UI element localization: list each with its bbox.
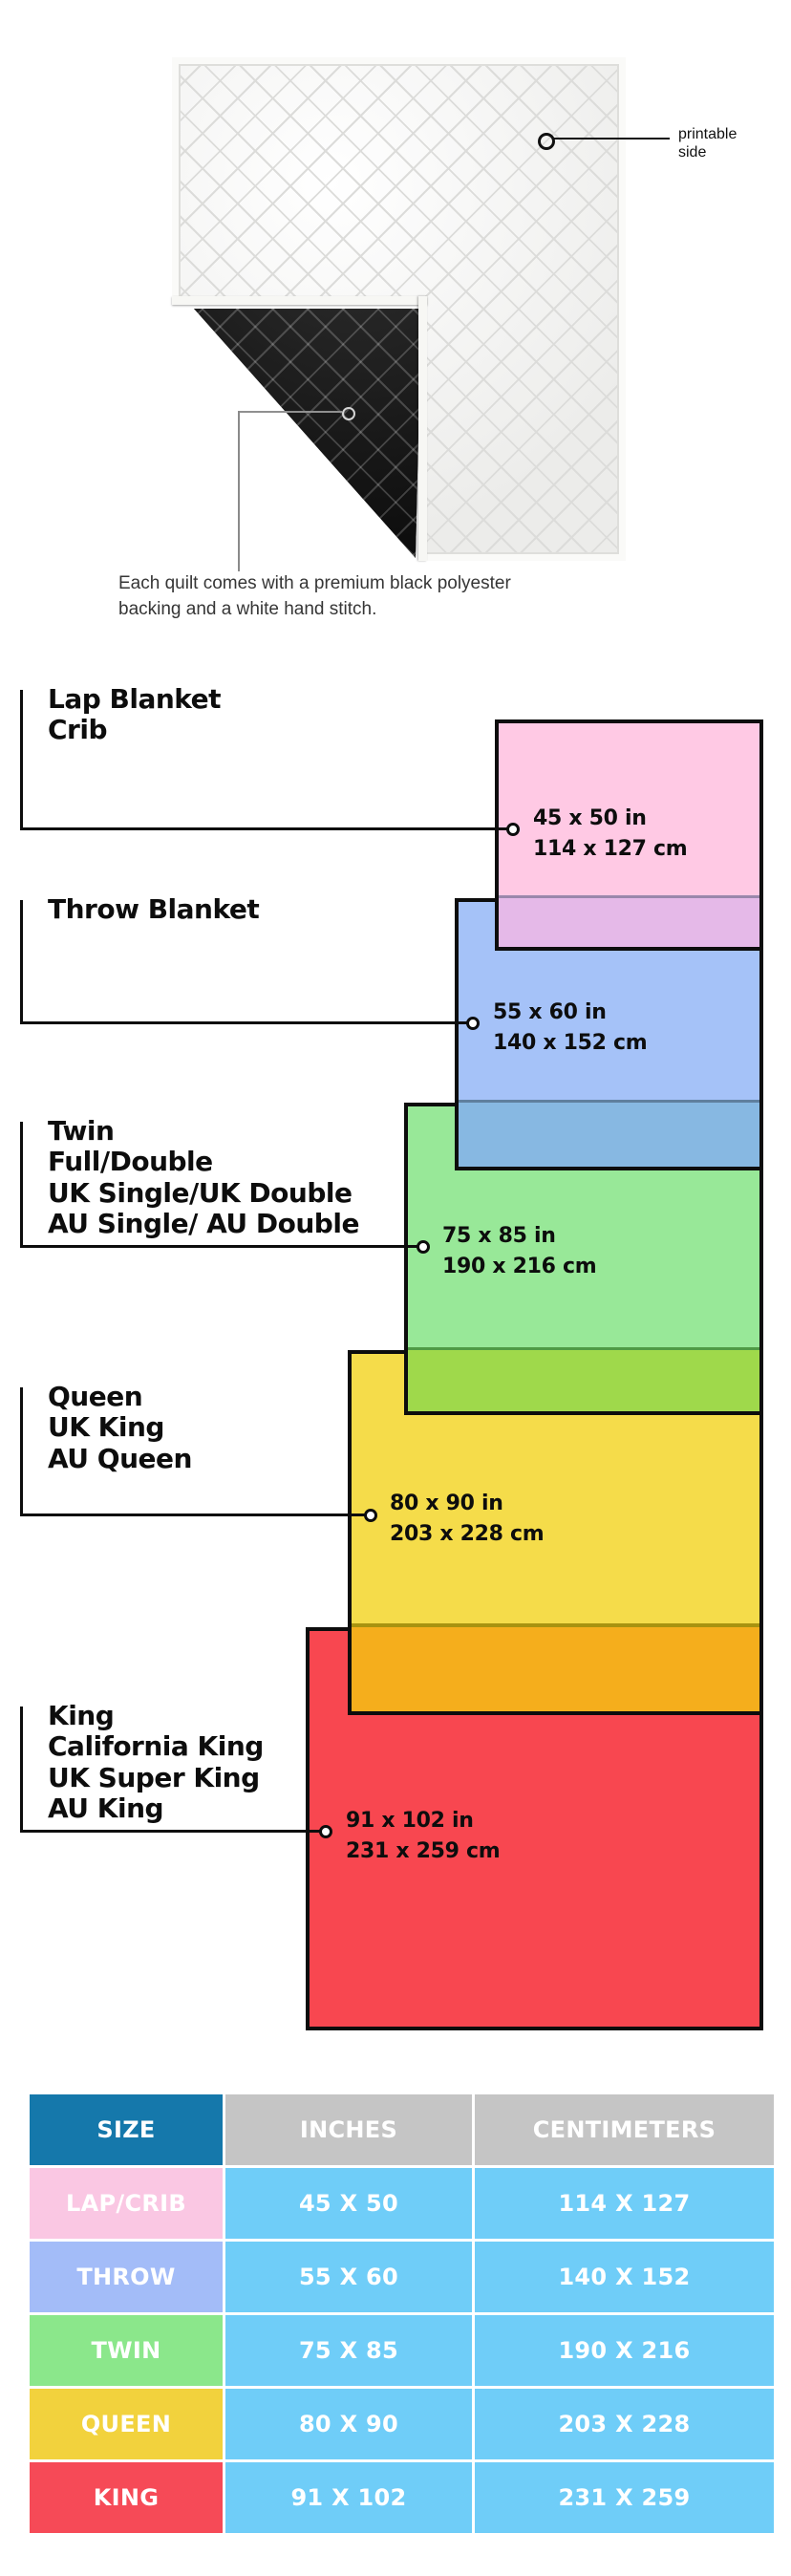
leader-throw-vertical <box>20 900 23 1024</box>
leader-throw-horizontal <box>20 1021 467 1024</box>
leader-king-horizontal <box>20 1830 321 1833</box>
label-line: UK King <box>48 1411 164 1444</box>
label-line: AU King <box>48 1792 164 1825</box>
dims-cm: 114 x 127 cm <box>533 836 688 861</box>
table-row-queen-inches: 80 X 90 <box>225 2389 472 2459</box>
label-line: AU Queen <box>48 1442 192 1474</box>
table-header-size: SIZE <box>30 2094 223 2165</box>
dims-inches: 75 x 85 in <box>442 1224 556 1248</box>
label-throw: Throw Blanket <box>48 893 260 925</box>
leader-queen-vertical <box>20 1387 23 1516</box>
label-line: Twin <box>48 1115 115 1147</box>
leader-twin-vertical <box>20 1122 23 1248</box>
marker-queen-icon <box>364 1509 377 1522</box>
dims-inches: 55 x 60 in <box>493 1000 607 1024</box>
dims-cm: 203 x 228 cm <box>390 1521 545 1546</box>
leader-twin-horizontal <box>20 1245 418 1248</box>
label-twin: Twin Full/Double UK Single/UK Double AU … <box>48 1115 359 1240</box>
label-king: King California King UK Super King AU Ki… <box>48 1700 264 1825</box>
table-row-king-inches: 91 X 102 <box>225 2462 472 2533</box>
leader-lap-vertical <box>20 690 23 830</box>
size-table: SIZE INCHES CENTIMETERS LAP/CRIB 45 X 50… <box>30 2094 774 2533</box>
label-line: Queen <box>48 1381 143 1412</box>
marker-twin-icon <box>417 1240 430 1254</box>
label-line: Full/Double <box>48 1146 213 1178</box>
rect-throw-overlap <box>459 1100 759 1167</box>
dims-twin: 75 x 85 in 190 x 216 cm <box>442 1221 597 1282</box>
label-line: Throw Blanket <box>48 893 260 925</box>
table-row-lap-size: LAP/CRIB <box>30 2168 223 2239</box>
leader-queen-horizontal <box>20 1513 366 1516</box>
dims-inches: 80 x 90 in <box>390 1492 503 1515</box>
table-header-inches: INCHES <box>225 2094 472 2165</box>
dims-throw: 55 x 60 in 140 x 152 cm <box>493 998 648 1059</box>
table-row-twin-size: TWIN <box>30 2315 223 2386</box>
dims-queen: 80 x 90 in 203 x 228 cm <box>390 1489 545 1550</box>
backing-marker-icon <box>342 407 355 420</box>
printable-side-label: printable side <box>678 125 737 161</box>
label-line: King <box>48 1700 115 1731</box>
table-row-king-size: KING <box>30 2462 223 2533</box>
dims-inches: 91 x 102 in <box>346 1809 474 1833</box>
table-header-centimeters: CENTIMETERS <box>475 2094 774 2165</box>
table-row-lap-inches: 45 X 50 <box>225 2168 472 2239</box>
label-line: Lap Blanket <box>48 683 222 715</box>
table-row-king-cm: 231 X 259 <box>475 2462 774 2533</box>
table-row-throw-inches: 55 X 60 <box>225 2242 472 2312</box>
quilt-caption: Each quilt comes with a premium black po… <box>118 571 511 623</box>
printable-side-leader-line <box>553 138 670 140</box>
quilt-caption-line2: backing and a white hand stitch. <box>118 598 377 619</box>
marker-king-icon <box>319 1825 332 1838</box>
backing-leader-line-vertical <box>238 411 240 571</box>
printable-side-label-line2: side <box>678 144 707 161</box>
label-lap-crib: Lap Blanket Crib <box>48 683 222 746</box>
table-row-twin-cm: 190 X 216 <box>475 2315 774 2386</box>
marker-throw-icon <box>466 1017 480 1030</box>
label-line: Crib <box>48 714 108 746</box>
dims-king: 91 x 102 in 231 x 259 cm <box>346 1806 501 1867</box>
label-line: UK Single/UK Double <box>48 1176 353 1209</box>
quilt-caption-line1: Each quilt comes with a premium black po… <box>118 573 511 593</box>
label-line: AU Single/ AU Double <box>48 1208 359 1240</box>
rect-queen-overlap <box>352 1623 759 1711</box>
marker-lap-icon <box>506 823 520 836</box>
table-row-twin-inches: 75 X 85 <box>225 2315 472 2386</box>
quilt-fold-binding-vertical <box>418 296 427 561</box>
dims-cm: 190 x 216 cm <box>442 1254 597 1278</box>
quilt-fold-binding-horizontal <box>172 296 427 305</box>
table-row-throw-size: THROW <box>30 2242 223 2312</box>
backing-leader-line-horizontal <box>239 411 342 413</box>
label-line: UK Super King <box>48 1761 260 1793</box>
dims-cm: 140 x 152 cm <box>493 1030 648 1055</box>
dims-cm: 231 x 259 cm <box>346 1838 501 1863</box>
rect-lap-crib <box>495 719 763 951</box>
table-row-throw-cm: 140 X 152 <box>475 2242 774 2312</box>
leader-lap-horizontal <box>20 827 508 830</box>
label-line: California King <box>48 1730 264 1763</box>
leader-king-vertical <box>20 1707 23 1833</box>
rect-twin-overlap <box>408 1347 759 1411</box>
printable-side-marker-icon <box>538 133 555 150</box>
table-row-queen-size: QUEEN <box>30 2389 223 2459</box>
printable-side-label-line1: printable <box>678 126 738 142</box>
dims-lap: 45 x 50 in 114 x 127 cm <box>533 804 688 865</box>
label-queen: Queen UK King AU Queen <box>48 1381 192 1474</box>
quilt-illustration <box>172 57 626 561</box>
rect-lap-overlap <box>499 895 759 947</box>
dims-inches: 45 x 50 in <box>533 806 647 830</box>
table-row-queen-cm: 203 X 228 <box>475 2389 774 2459</box>
table-row-lap-cm: 114 X 127 <box>475 2168 774 2239</box>
